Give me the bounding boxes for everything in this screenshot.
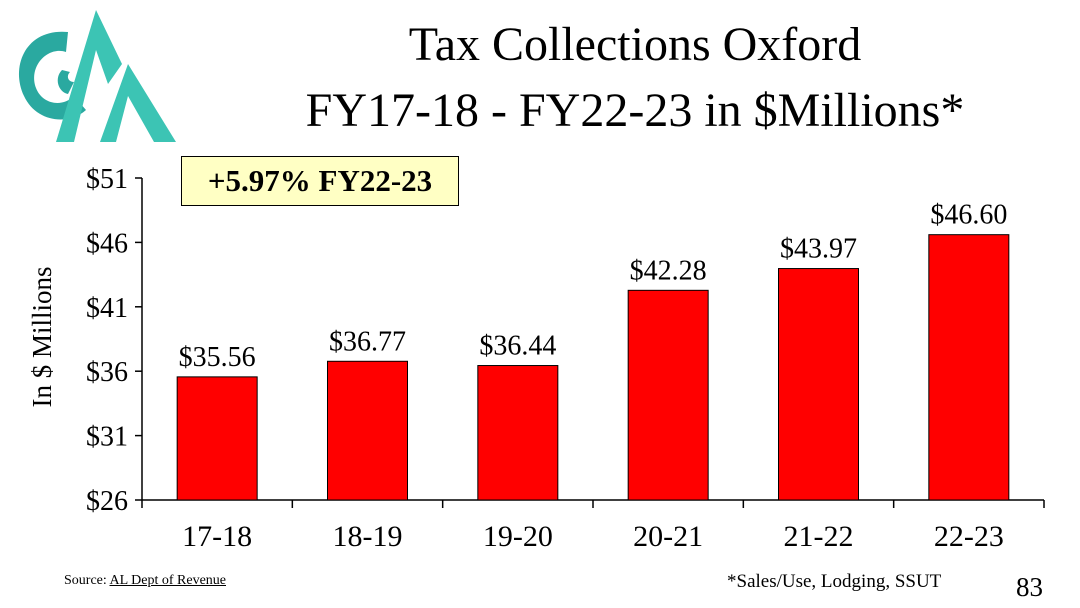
y-tick-label: $41	[86, 293, 128, 324]
footnote: *Sales/Use, Lodging, SSUT	[727, 571, 942, 592]
chart-title-line-1: Tax Collections Oxford	[408, 18, 862, 71]
bar	[176, 376, 258, 501]
chart-title-line-2: FY17-18 - FY22-23 in $Millions*	[305, 84, 965, 137]
data-label: $46.60	[930, 200, 1007, 231]
y-tick-label: $51	[86, 164, 128, 195]
x-tick-label: 17-18	[182, 520, 252, 553]
x-tick-label: 19-20	[483, 520, 553, 553]
bar	[327, 360, 408, 501]
source-note: Source: AL Dept of Revenue	[64, 573, 226, 589]
data-label: $36.77	[329, 326, 406, 357]
bar	[627, 289, 709, 501]
logo-icon	[19, 10, 176, 142]
y-tick-label: $36	[86, 357, 128, 388]
y-tick-label: $26	[86, 486, 128, 517]
x-tick-label: 20-21	[633, 520, 703, 553]
bar	[928, 234, 1010, 501]
bar	[477, 365, 559, 501]
page-number: 83	[1016, 572, 1043, 602]
x-tick-label: 22-23	[934, 520, 1004, 553]
growth-callout: +5.97% FY22-23	[181, 156, 459, 206]
logo-m-shape-right	[100, 64, 176, 142]
source-prefix: Source:	[64, 573, 110, 588]
bar	[778, 268, 859, 501]
data-label: $35.56	[179, 342, 256, 373]
logo-c-shape	[19, 31, 86, 120]
y-tick-label: $31	[86, 422, 128, 453]
logo-m-shape-left	[56, 10, 122, 142]
x-tick-label: 21-22	[784, 520, 854, 553]
logo-inner-accent	[57, 70, 74, 94]
data-label: $42.28	[630, 255, 707, 286]
y-axis-label: In $ Millions	[27, 266, 57, 407]
data-label: $43.97	[780, 234, 857, 265]
x-tick-label: 18-19	[333, 520, 403, 553]
y-tick-label: $46	[86, 228, 128, 259]
source-link[interactable]: AL Dept of Revenue	[109, 573, 227, 588]
data-label: $36.44	[479, 331, 556, 362]
